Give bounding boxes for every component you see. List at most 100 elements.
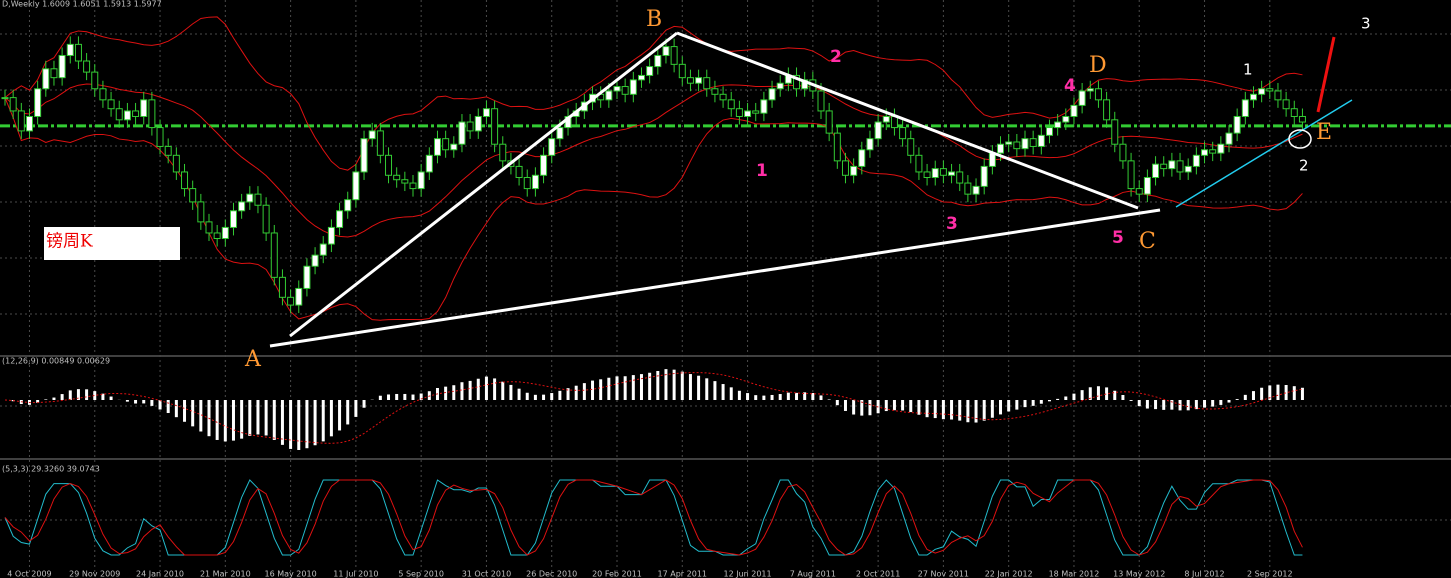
candle xyxy=(637,74,645,81)
candle xyxy=(352,171,360,201)
x-tick-label: 31 Oct 2010 xyxy=(462,570,511,578)
candle xyxy=(1013,141,1021,150)
wave-label: 2 xyxy=(830,47,842,67)
candle xyxy=(123,110,131,121)
candle xyxy=(25,115,33,132)
x-tick-label: 22 Jan 2012 xyxy=(985,570,1033,578)
x-tick-label: 13 May 2012 xyxy=(1113,570,1165,578)
x-tick-label: 21 Mar 2010 xyxy=(200,570,251,578)
candle xyxy=(899,127,907,140)
stoch-label: (5,3,3) 29.3260 39.0743 xyxy=(2,465,100,474)
candle xyxy=(939,168,947,176)
candle xyxy=(931,168,939,178)
candle xyxy=(907,138,915,156)
marker-circle xyxy=(1288,129,1312,149)
candle xyxy=(817,90,825,112)
candle xyxy=(882,115,890,123)
candle xyxy=(1135,188,1143,195)
x-tick-label: 16 May 2010 xyxy=(265,570,317,578)
candle xyxy=(1078,90,1086,106)
candle xyxy=(1233,115,1241,134)
candle xyxy=(1266,88,1274,92)
candle xyxy=(336,210,344,228)
candle xyxy=(548,138,556,156)
candle xyxy=(401,179,409,184)
x-tick-label: 2 Sep 2012 xyxy=(1247,570,1293,578)
candles xyxy=(1,36,1306,314)
candle xyxy=(181,171,189,190)
point-label: B xyxy=(646,7,662,32)
candle xyxy=(1045,127,1053,136)
trend-line xyxy=(676,31,1139,210)
candle xyxy=(1127,160,1135,190)
candle xyxy=(433,138,441,156)
candle xyxy=(1192,154,1200,167)
candle xyxy=(1086,88,1094,92)
candle xyxy=(417,171,425,190)
candle xyxy=(482,108,490,117)
x-tick-label: 4 Oct 2009 xyxy=(7,570,51,578)
candle xyxy=(1209,149,1217,154)
x-tick-label: 12 Jun 2011 xyxy=(723,570,771,578)
candle xyxy=(91,71,99,90)
candle xyxy=(956,171,964,184)
stoch-signal xyxy=(4,479,1303,556)
candle xyxy=(1,97,9,100)
candle xyxy=(385,154,393,176)
candle xyxy=(213,232,221,240)
candle xyxy=(1176,160,1184,173)
candle xyxy=(368,130,376,140)
candle xyxy=(1021,138,1029,150)
candle xyxy=(1152,163,1160,178)
candle xyxy=(678,63,686,79)
candle xyxy=(540,154,548,176)
candle xyxy=(115,108,123,121)
x-tick-label: 29 Nov 2009 xyxy=(69,570,120,578)
candle xyxy=(768,88,776,101)
box-label: 镑周K xyxy=(46,232,93,252)
wave-label: 1 xyxy=(1243,61,1253,79)
candle xyxy=(254,193,262,206)
point-label: D xyxy=(1089,53,1107,78)
candle xyxy=(1290,108,1298,117)
candle xyxy=(997,143,1005,154)
candle xyxy=(148,99,156,129)
candle xyxy=(393,174,401,181)
label-box xyxy=(44,227,180,260)
candle xyxy=(9,97,17,112)
candle xyxy=(915,154,923,173)
candle xyxy=(474,115,482,132)
candle xyxy=(1201,149,1209,156)
candle xyxy=(629,79,637,95)
candle xyxy=(278,276,286,298)
candle xyxy=(605,90,613,101)
candle xyxy=(221,226,229,240)
candle xyxy=(172,154,180,173)
bollinger-band xyxy=(4,83,1303,238)
candle xyxy=(140,99,148,117)
candle xyxy=(74,43,82,62)
x-tick-label: 17 Apr 2011 xyxy=(658,570,707,578)
candle xyxy=(980,165,988,187)
indicators xyxy=(4,16,1304,556)
candle xyxy=(515,165,523,178)
candle xyxy=(197,201,205,223)
candle xyxy=(760,99,768,114)
bollinger-band xyxy=(4,16,1303,171)
point-label: A xyxy=(244,347,262,372)
wave-label: 3 xyxy=(946,214,958,234)
x-tick-label: 5 Sep 2010 xyxy=(398,570,444,578)
x-tick-label: 2 Oct 2011 xyxy=(856,570,900,578)
candle xyxy=(841,160,849,176)
candle xyxy=(499,143,507,162)
trend-line xyxy=(289,31,678,338)
candle xyxy=(189,188,197,203)
candle xyxy=(1062,115,1070,123)
candle xyxy=(1241,99,1249,117)
candle xyxy=(858,149,866,167)
wave-label: 2 xyxy=(1299,157,1309,175)
candle xyxy=(735,108,743,117)
candle xyxy=(132,110,140,117)
candle xyxy=(1037,134,1045,147)
